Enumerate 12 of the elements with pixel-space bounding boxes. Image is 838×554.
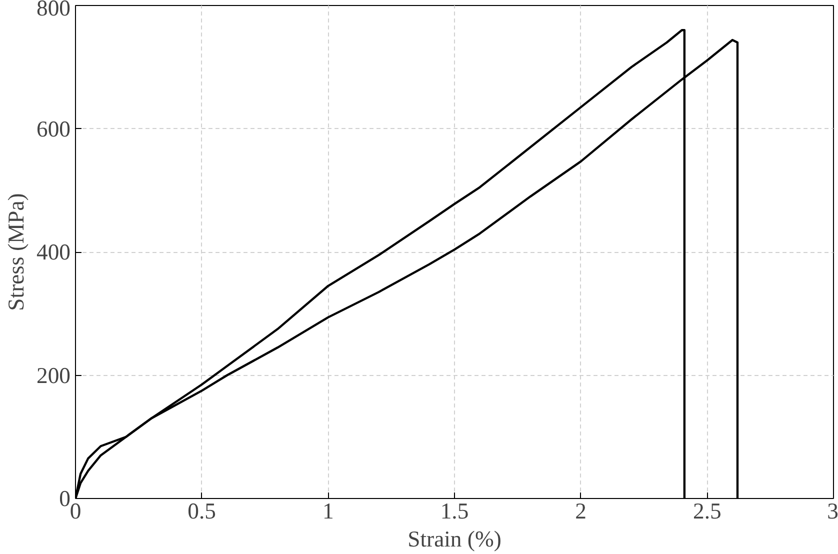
x-axis-title: Strain (%) xyxy=(408,526,502,552)
y-axis-title: Stress (MPa) xyxy=(4,193,29,311)
y-tick-label: 200 xyxy=(36,362,70,388)
x-tick-label: 1 xyxy=(322,498,334,524)
x-tick-label: 2.5 xyxy=(693,498,722,524)
x-tick-label: 0.5 xyxy=(188,498,216,524)
y-tick-label: 600 xyxy=(36,116,70,142)
x-tick-label: 3 xyxy=(827,498,838,524)
x-tick-label: 2 xyxy=(575,498,586,524)
x-tick-label: 1.5 xyxy=(440,498,469,524)
y-tick-label: 400 xyxy=(36,240,70,264)
y-tick-label: 800 xyxy=(36,0,70,20)
